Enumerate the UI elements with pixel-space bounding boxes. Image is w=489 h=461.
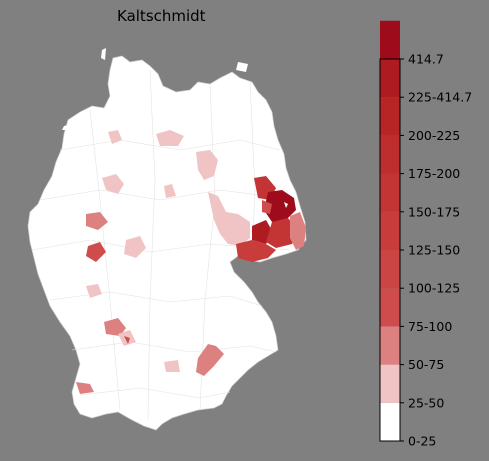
legend-bin bbox=[380, 364, 400, 403]
legend-tick-label: 225-414.7 bbox=[408, 90, 472, 105]
legend-bin bbox=[380, 173, 400, 212]
legend-tick-label: 0-25 bbox=[408, 434, 436, 449]
district-highlights bbox=[76, 130, 306, 394]
island bbox=[101, 48, 106, 60]
legend-colorbar bbox=[380, 20, 400, 441]
map-title: Kaltschmidt bbox=[117, 7, 206, 25]
legend-bin bbox=[380, 326, 400, 365]
legend-tick-label: 200-225 bbox=[408, 128, 460, 143]
legend-tick-label: 25-50 bbox=[408, 395, 444, 410]
legend-bin bbox=[380, 402, 400, 441]
legend-bin bbox=[380, 250, 400, 289]
legend-tick-label: 175-200 bbox=[408, 166, 460, 181]
legend-tick-label: 125-150 bbox=[408, 243, 460, 258]
legend-tick-label: 50-75 bbox=[408, 357, 444, 372]
legend-tick-label: 150-175 bbox=[408, 204, 460, 219]
island bbox=[62, 124, 72, 130]
legend-ticks: 414.7 225-414.7 200-225 175-200 150-175 125-1… bbox=[400, 52, 472, 449]
legend-tick-label: 75-100 bbox=[408, 319, 452, 334]
legend-bin bbox=[380, 59, 400, 98]
legend-bin bbox=[380, 135, 400, 174]
legend-tick-label: 100-125 bbox=[408, 281, 460, 296]
island bbox=[236, 62, 248, 72]
legend-bin bbox=[380, 20, 400, 59]
germany-outline bbox=[27, 55, 307, 431]
legend-bin bbox=[380, 288, 400, 327]
district-borders bbox=[31, 69, 297, 421]
legend-bin bbox=[380, 211, 400, 250]
legend-bin bbox=[380, 97, 400, 136]
legend-tick-label: 414.7 bbox=[408, 52, 444, 67]
